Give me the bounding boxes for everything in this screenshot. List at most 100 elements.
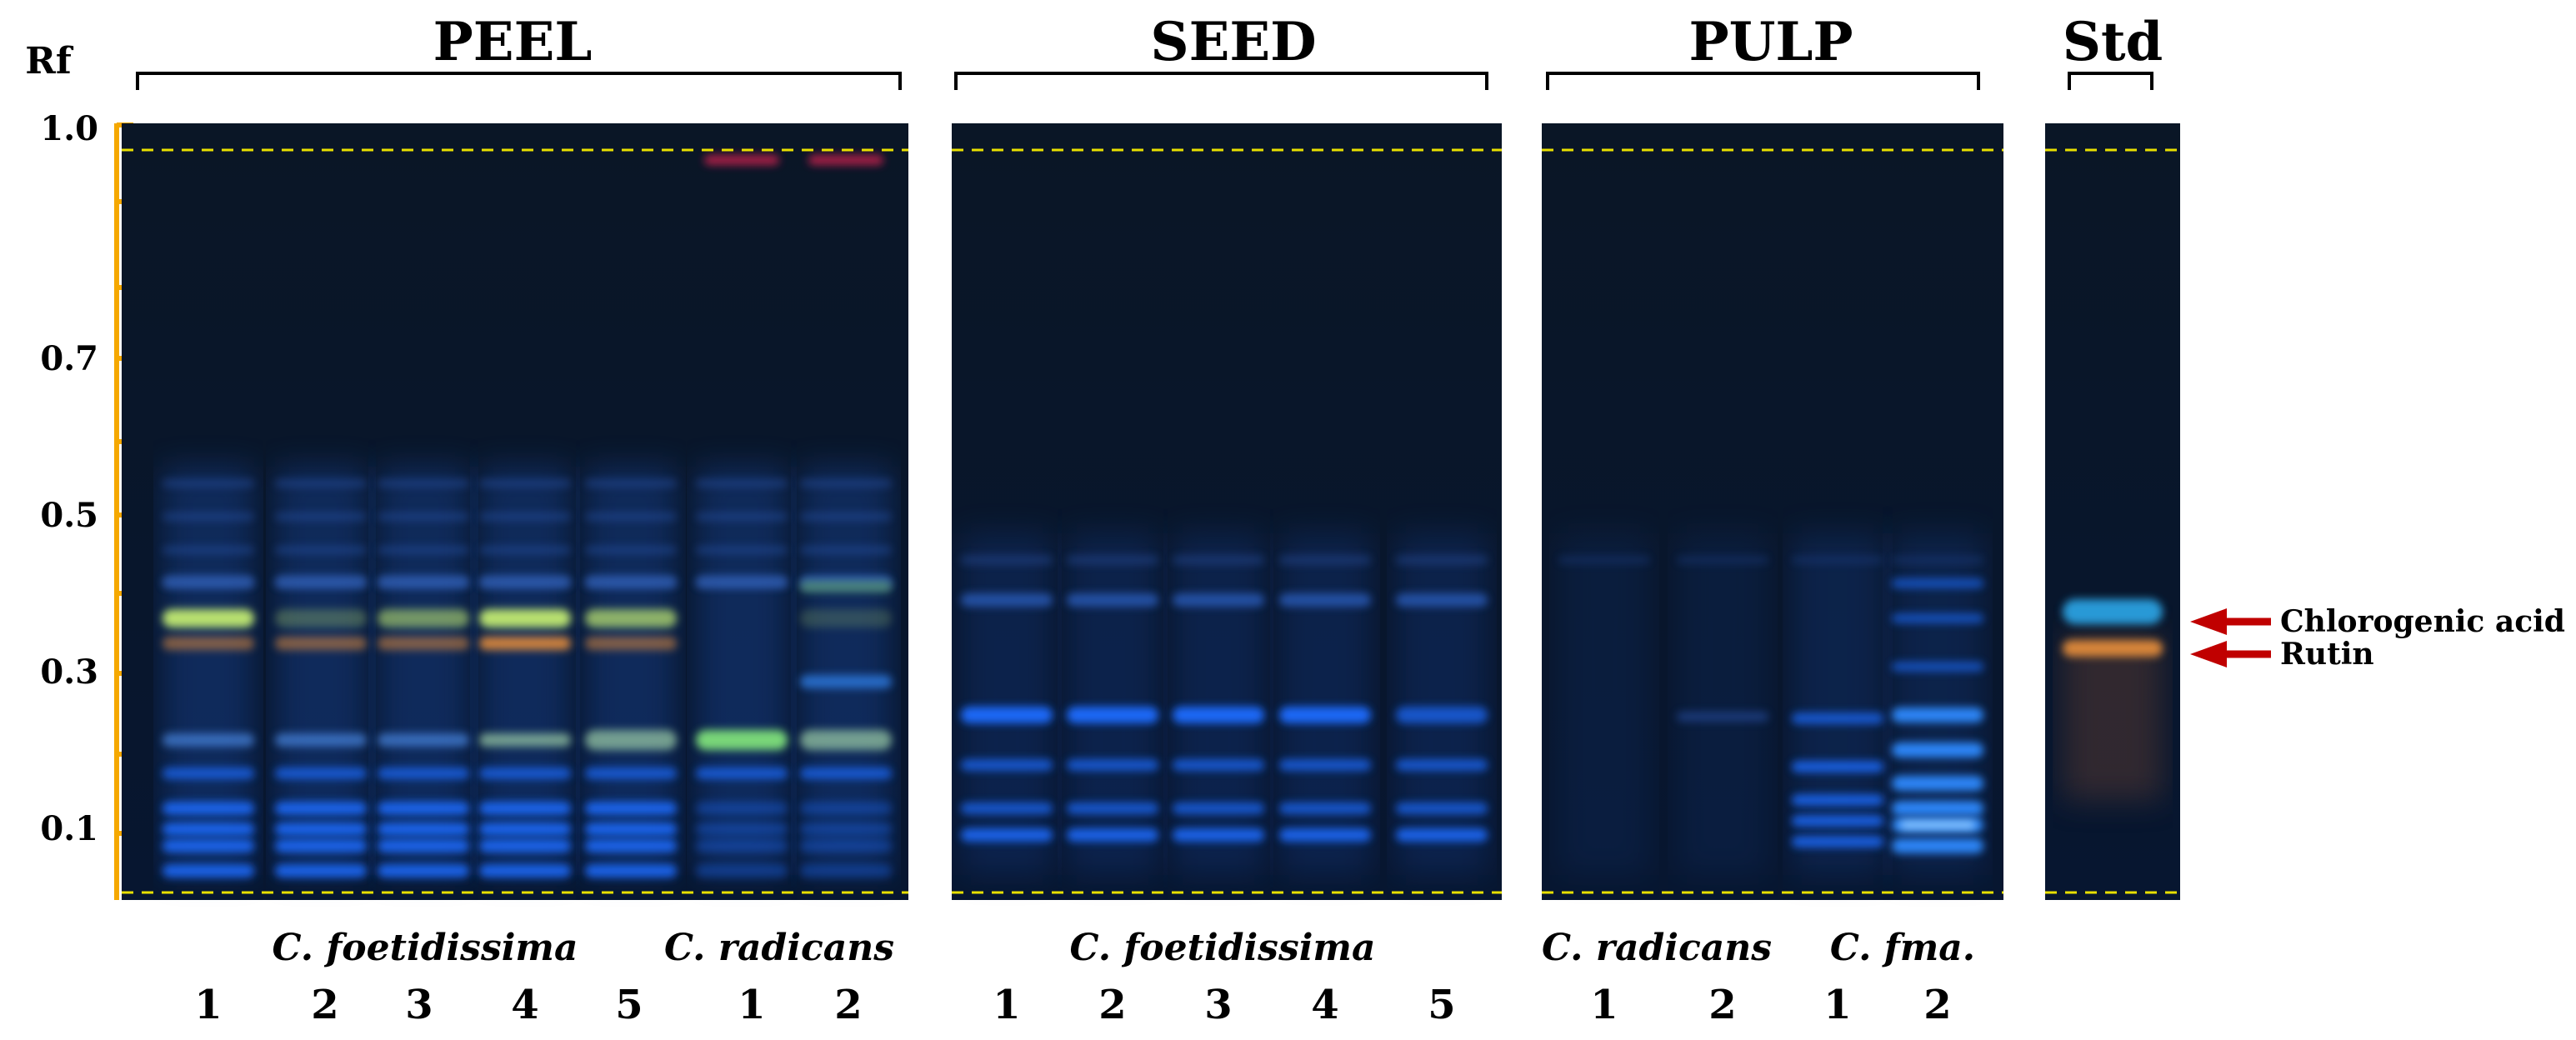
band-orange [378, 637, 469, 650]
band-faint [1173, 555, 1264, 565]
lane-smear [1279, 533, 1371, 875]
band-faint [479, 512, 571, 521]
band-blue [1677, 712, 1768, 722]
band-blue [1279, 759, 1371, 771]
band-blue-low [479, 802, 571, 815]
band-blue [1173, 593, 1264, 607]
band-blue [1173, 759, 1264, 771]
band-orange [163, 637, 254, 650]
lane-label-peel-3: 3 [405, 982, 433, 1028]
band-blue [163, 575, 254, 588]
band-rf-0-2 [479, 733, 571, 747]
std-smear [2063, 633, 2163, 800]
band-blue-main [1067, 707, 1158, 723]
section-title-pulp: PULP [1688, 11, 1853, 73]
band-blue-low [585, 839, 677, 852]
band-orange [585, 637, 677, 650]
lane-label-peel-5: 5 [615, 982, 643, 1028]
band-blue-low [479, 822, 571, 836]
band-blue [1067, 802, 1158, 814]
band-blue-low [800, 822, 892, 836]
band-blue-main [1396, 707, 1488, 723]
band-blue [1892, 613, 1983, 623]
band-blue [1396, 759, 1488, 771]
band-rf-0-2 [585, 730, 677, 750]
lane-label-peel-r2: 2 [834, 982, 862, 1028]
band-blue [1792, 815, 1883, 827]
band-blue [961, 593, 1053, 607]
band-green [585, 609, 677, 628]
band-faint [1396, 555, 1488, 565]
band-blue-low [585, 864, 677, 878]
species-peel-radicans: C. radicans [664, 927, 894, 969]
band-green [163, 609, 254, 628]
band-blue [479, 575, 571, 588]
section-title-seed: SEED [1150, 11, 1316, 73]
band-blue [479, 768, 571, 779]
lane-smear [1558, 533, 1650, 875]
band-faint [1067, 555, 1158, 565]
band-faint [696, 512, 788, 521]
band-faint [585, 512, 677, 521]
band-blue-low [378, 864, 469, 878]
band-blue [1067, 593, 1158, 607]
band-blue-low [275, 802, 367, 815]
tick-label-0-5: 0.5 [40, 496, 98, 535]
lane-smear [1677, 533, 1768, 875]
band-blue [1792, 761, 1883, 772]
band-blue [1279, 802, 1371, 814]
band-blue-low [696, 822, 788, 836]
band-blue [1279, 828, 1371, 842]
band-blue [275, 575, 367, 588]
band-green [479, 609, 571, 628]
band-blue [696, 575, 788, 588]
tick-label-0-1: 0.1 [40, 809, 98, 848]
band-blue-low [800, 839, 892, 852]
band-faint [1892, 556, 1983, 564]
band-blue-low [696, 864, 788, 878]
band-std-chlorogenic [2063, 599, 2163, 624]
band-faint [800, 479, 892, 488]
label-chlorogenic-acid: Chlorogenic acid [2280, 604, 2565, 639]
band-blue [163, 768, 254, 779]
band-blue [1892, 662, 1983, 672]
band-faint [479, 479, 571, 488]
band-rf-0-2 [275, 733, 367, 747]
band-blue [1396, 828, 1488, 842]
band-blue-low [378, 822, 469, 836]
bracket-std [2068, 72, 2153, 90]
band-blue [1279, 593, 1371, 607]
species-seed-foetidissima: C. foetidissima [1070, 927, 1376, 969]
band-faint [378, 479, 469, 488]
band-rf-0-2 [696, 730, 788, 750]
band-green [800, 581, 892, 592]
bracket-peel [136, 72, 902, 90]
arrow-rutin-head [2190, 641, 2227, 668]
band-faint [585, 546, 677, 554]
band-blue-main [1279, 707, 1371, 723]
band-red-front [808, 155, 883, 165]
band-faint [1677, 556, 1768, 564]
band-blue [1396, 802, 1488, 814]
band-blue-low [163, 864, 254, 878]
lane-label-seed-1: 1 [993, 982, 1020, 1028]
band-blue-low [696, 802, 788, 815]
band-blue-low [163, 839, 254, 852]
band-orange [479, 637, 571, 650]
band-rf-0-2 [378, 733, 469, 747]
band-blue-low [585, 802, 677, 815]
species-pulp-fma: C. fma. [1830, 927, 1975, 969]
band-blue [696, 768, 788, 779]
band-blue [1892, 578, 1983, 588]
band-faint [275, 479, 367, 488]
band-blue [585, 575, 677, 588]
band-blue-low [378, 839, 469, 852]
lane-label-peel-2: 2 [311, 982, 338, 1028]
band-faint [1558, 556, 1650, 564]
band-red-front [704, 155, 779, 165]
band-faint [275, 546, 367, 554]
lane-label-pulp-f1: 1 [1823, 982, 1851, 1028]
band-rf-0-2 [163, 733, 254, 747]
section-brackets [136, 72, 2153, 90]
band-blue [1067, 759, 1158, 771]
